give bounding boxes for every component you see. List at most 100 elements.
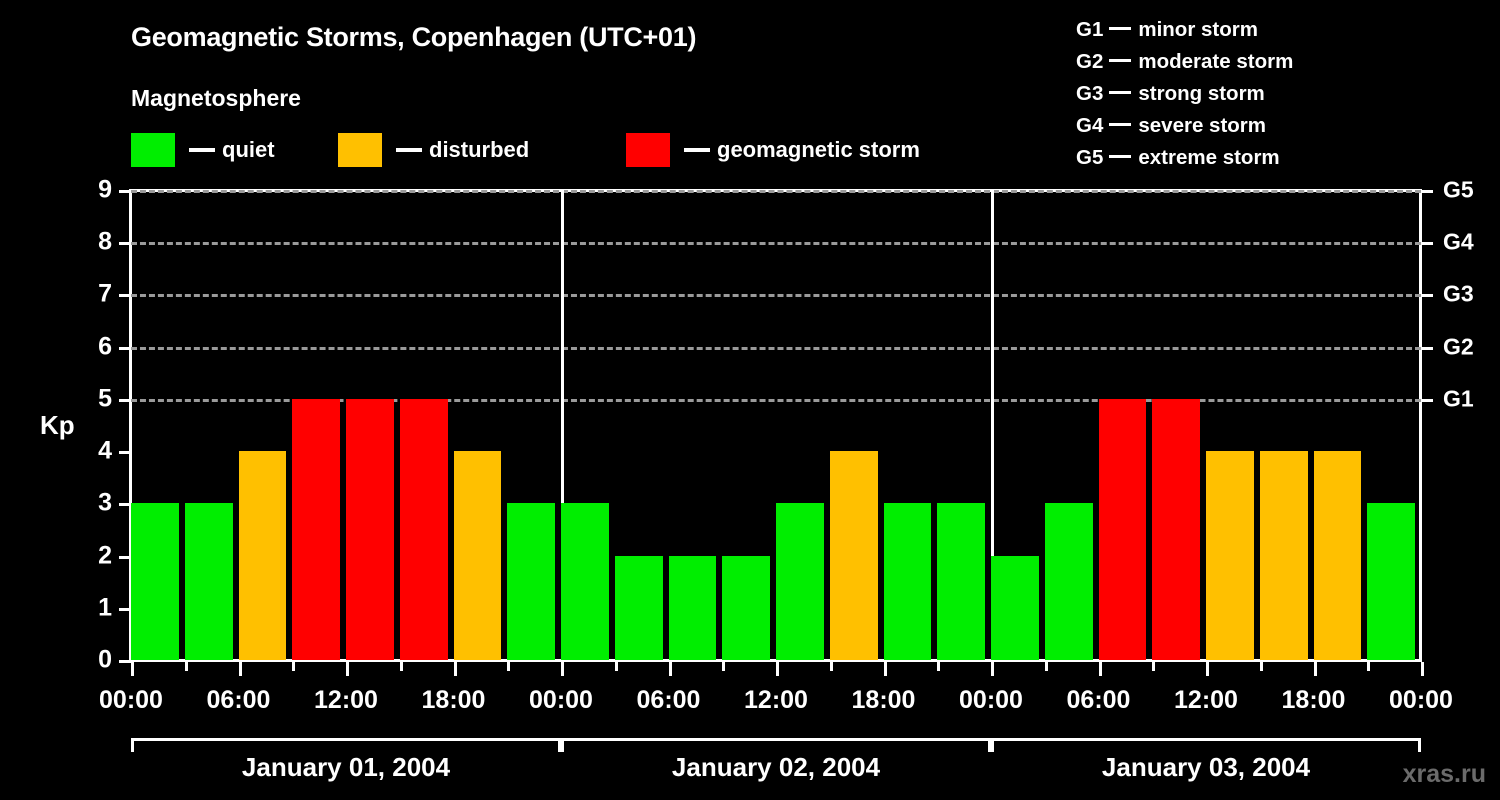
legend-label: disturbed: [429, 137, 530, 162]
g-tick-label: G5: [1443, 176, 1474, 203]
x-tick-label: 06:00: [636, 686, 701, 714]
kp-bar[interactable]: [1152, 398, 1200, 660]
kp-bar[interactable]: [561, 503, 609, 660]
kp-bar[interactable]: [1098, 398, 1147, 660]
y-tick-label: 9: [98, 175, 112, 204]
kp-bar[interactable]: [131, 503, 179, 660]
g-scale-dash-icon: [1109, 90, 1132, 94]
kp-bar[interactable]: [1367, 503, 1415, 660]
g-tick-label: G2: [1443, 333, 1474, 360]
y-tick-label: 3: [98, 488, 112, 517]
x-minor-tick: [292, 662, 296, 671]
kp-bar[interactable]: [1313, 451, 1362, 660]
kp-bar[interactable]: [1259, 451, 1308, 660]
y-tick: [119, 346, 131, 350]
kp-bar[interactable]: [937, 503, 985, 660]
kp-bar[interactable]: [507, 503, 555, 660]
x-tick: [776, 662, 779, 676]
g-scale-code: G1: [1076, 18, 1104, 41]
legend-quiet[interactable]: quiet: [131, 133, 275, 167]
x-minor-tick: [1367, 662, 1371, 671]
x-minor-tick: [1259, 662, 1263, 671]
g-tick: [1421, 242, 1433, 246]
y-tick-label: 1: [98, 593, 112, 622]
legend-label: geomagnetic storm: [717, 137, 920, 162]
kp-bar[interactable]: [453, 451, 502, 660]
g-scale-dash-icon: [1109, 26, 1132, 30]
x-minor-tick: [399, 662, 403, 671]
g-scale-dash-icon: [1109, 58, 1132, 62]
legend-dash-icon: [396, 148, 422, 152]
day-separator: [561, 190, 564, 660]
legend-dash-icon: [189, 148, 215, 152]
x-tick: [453, 662, 457, 676]
x-tick-label: 18:00: [1281, 686, 1346, 714]
day-band: [131, 738, 561, 752]
kp-bar[interactable]: [776, 503, 824, 660]
x-minor-tick: [184, 662, 188, 671]
legend-storm[interactable]: geomagnetic storm: [626, 133, 920, 167]
legend-disturbed[interactable]: disturbed: [338, 133, 529, 167]
y-tick: [119, 398, 131, 402]
y-axis-line: [129, 189, 132, 662]
y-axis-label: Kp: [40, 410, 75, 440]
kp-bar[interactable]: [668, 555, 717, 660]
g-tick: [1421, 190, 1433, 193]
y-tick-label: 8: [98, 227, 112, 256]
y-tick-label: 5: [98, 384, 112, 413]
x-tick-label: 00:00: [99, 686, 163, 714]
kp-bar[interactable]: [184, 503, 233, 660]
g-scale-row: G5 extreme storm: [1076, 142, 1293, 174]
g-tick: [1421, 398, 1433, 402]
g-scale-row: G4 severe storm: [1076, 110, 1293, 142]
x-tick: [1098, 662, 1102, 676]
g-scale-code: G2: [1076, 50, 1104, 73]
g-scale-desc: moderate storm: [1138, 50, 1294, 73]
kp-bar[interactable]: [883, 503, 932, 660]
day-label: January 02, 2004: [671, 752, 881, 782]
kp-bar[interactable]: [399, 398, 448, 660]
y-tick: [119, 190, 131, 193]
x-axis-line: [131, 659, 1422, 662]
x-tick-label: 06:00: [206, 686, 271, 714]
y-tick-label: 7: [98, 279, 112, 308]
watermark: xras.ru: [1402, 760, 1486, 788]
gridline: [131, 294, 1421, 298]
chart-title: Geomagnetic Storms, Copenhagen (UTC+01): [131, 22, 697, 52]
kp-bar[interactable]: [238, 451, 287, 660]
gridline: [131, 190, 1421, 193]
g-scale-desc: strong storm: [1138, 82, 1265, 105]
kp-bar[interactable]: [829, 451, 878, 660]
x-tick: [238, 662, 242, 676]
x-minor-tick: [614, 662, 618, 671]
g-scale-dash-icon: [1109, 154, 1132, 158]
gridline: [131, 398, 1421, 402]
y-tick: [119, 555, 131, 559]
kp-bar[interactable]: [346, 398, 394, 660]
g-tick-label: G1: [1443, 385, 1474, 412]
y-tick: [119, 242, 131, 246]
x-tick: [668, 662, 672, 676]
g-tick: [1421, 294, 1433, 298]
g-scale-code: G5: [1076, 146, 1104, 169]
x-minor-tick: [1152, 662, 1156, 671]
x-tick: [883, 662, 887, 676]
x-tick: [561, 662, 564, 676]
kp-bar[interactable]: [614, 555, 663, 660]
kp-bar[interactable]: [722, 555, 770, 660]
kp-bar[interactable]: [991, 555, 1039, 660]
legend-swatch-icon: [626, 133, 670, 167]
day-band: [991, 738, 1421, 752]
g-tick: [1421, 346, 1433, 350]
legend-dash-icon: [684, 148, 710, 152]
kp-bar[interactable]: [1044, 503, 1093, 660]
kp-bar[interactable]: [1206, 451, 1254, 660]
g-scale-desc: severe storm: [1138, 114, 1266, 137]
x-tick: [1313, 662, 1317, 676]
day-label: January 03, 2004: [1101, 752, 1311, 782]
g-axis-line: [1419, 189, 1422, 662]
g-scale-code: G4: [1076, 114, 1104, 137]
g-scale-code: G3: [1076, 82, 1104, 105]
kp-bar[interactable]: [292, 398, 340, 660]
g-scale-row: G2 moderate storm: [1076, 46, 1293, 78]
